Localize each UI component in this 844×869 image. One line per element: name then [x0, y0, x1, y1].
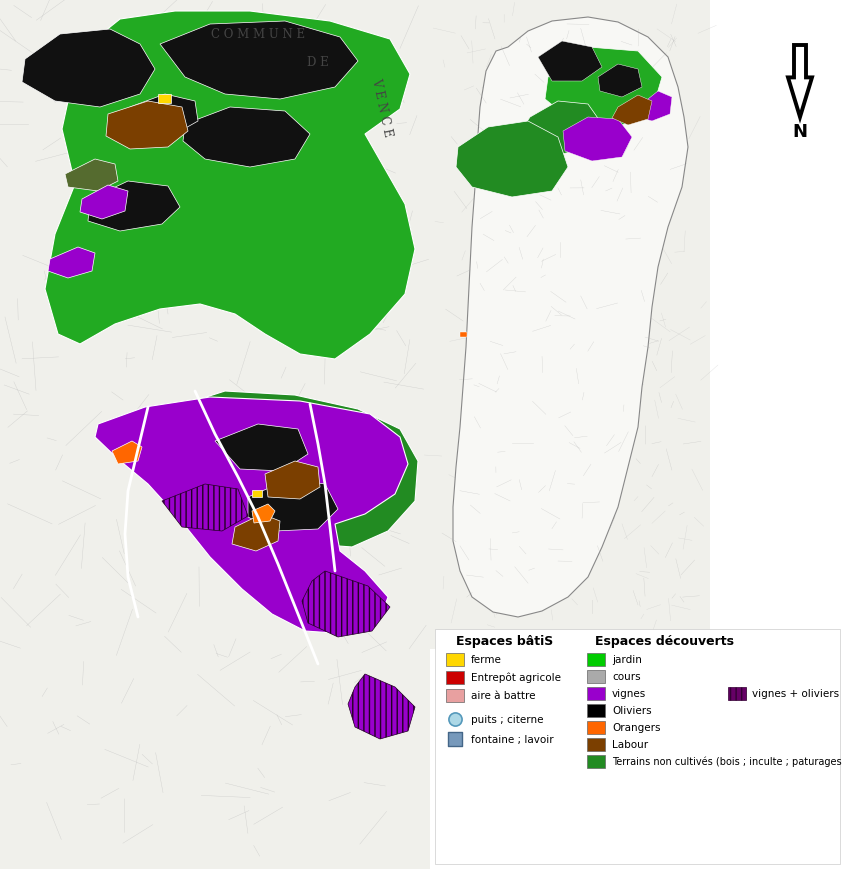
Text: fontaine ; lavoir: fontaine ; lavoir: [470, 734, 553, 744]
Bar: [587, 687, 604, 700]
Polygon shape: [45, 12, 414, 360]
Text: aire à battre: aire à battre: [470, 690, 535, 700]
Polygon shape: [634, 92, 671, 122]
Text: Terrains non cultivés (bois ; inculte ; paturages ; pré): Terrains non cultivés (bois ; inculte ; …: [611, 756, 844, 766]
Bar: [252, 490, 262, 497]
Text: vignes + oliviers: vignes + oliviers: [751, 688, 838, 698]
Text: C O M M U N E: C O M M U N E: [211, 29, 305, 42]
Bar: [430, 0, 709, 649]
Polygon shape: [538, 42, 601, 82]
Bar: [587, 721, 604, 734]
Polygon shape: [183, 108, 310, 168]
Polygon shape: [172, 392, 418, 547]
Text: jardin: jardin: [611, 654, 641, 664]
Bar: [587, 653, 604, 667]
Polygon shape: [301, 571, 390, 637]
Polygon shape: [22, 30, 154, 108]
Bar: [587, 704, 604, 717]
Polygon shape: [562, 118, 631, 162]
Polygon shape: [611, 96, 652, 126]
Polygon shape: [214, 425, 307, 472]
Polygon shape: [48, 248, 95, 279]
Polygon shape: [130, 95, 197, 135]
Text: vignes: vignes: [611, 688, 646, 698]
Polygon shape: [452, 18, 687, 617]
Bar: [587, 755, 604, 768]
Polygon shape: [598, 65, 641, 98]
Polygon shape: [160, 22, 358, 100]
Bar: [435, 629, 839, 864]
Text: ferme: ferme: [470, 654, 501, 664]
Polygon shape: [232, 514, 279, 551]
Polygon shape: [456, 122, 567, 198]
Text: puits ; citerne: puits ; citerne: [470, 714, 543, 724]
Polygon shape: [106, 102, 187, 149]
Polygon shape: [162, 484, 247, 531]
Bar: [158, 95, 170, 104]
Bar: [446, 653, 463, 667]
Text: Espaces découverts: Espaces découverts: [595, 634, 733, 647]
Text: D E: D E: [306, 56, 328, 69]
Polygon shape: [95, 397, 408, 634]
Polygon shape: [348, 674, 414, 740]
Text: Orangers: Orangers: [611, 722, 660, 733]
Polygon shape: [80, 186, 127, 220]
Text: Labour: Labour: [611, 740, 647, 749]
Polygon shape: [265, 461, 320, 500]
Bar: [587, 670, 604, 683]
Point: [447, 713, 461, 726]
Polygon shape: [112, 441, 142, 464]
Text: Oliviers: Oliviers: [611, 705, 651, 715]
Bar: [446, 671, 463, 684]
Polygon shape: [787, 46, 811, 118]
Polygon shape: [88, 182, 180, 232]
Bar: [728, 687, 745, 700]
Text: Entrepôt agricole: Entrepôt agricole: [470, 672, 560, 682]
Bar: [446, 689, 463, 702]
Text: V E N C E: V E N C E: [369, 77, 394, 138]
Polygon shape: [522, 102, 601, 155]
Text: Espaces bâtiS: Espaces bâtiS: [456, 634, 553, 647]
Bar: [587, 738, 604, 751]
Polygon shape: [544, 48, 661, 128]
Polygon shape: [252, 504, 274, 523]
Polygon shape: [65, 160, 118, 192]
Bar: [459, 333, 467, 338]
Bar: [0, 0, 430, 869]
Polygon shape: [247, 480, 338, 531]
Point: [447, 733, 461, 746]
Text: cours: cours: [611, 671, 640, 681]
Text: N: N: [792, 123, 807, 141]
